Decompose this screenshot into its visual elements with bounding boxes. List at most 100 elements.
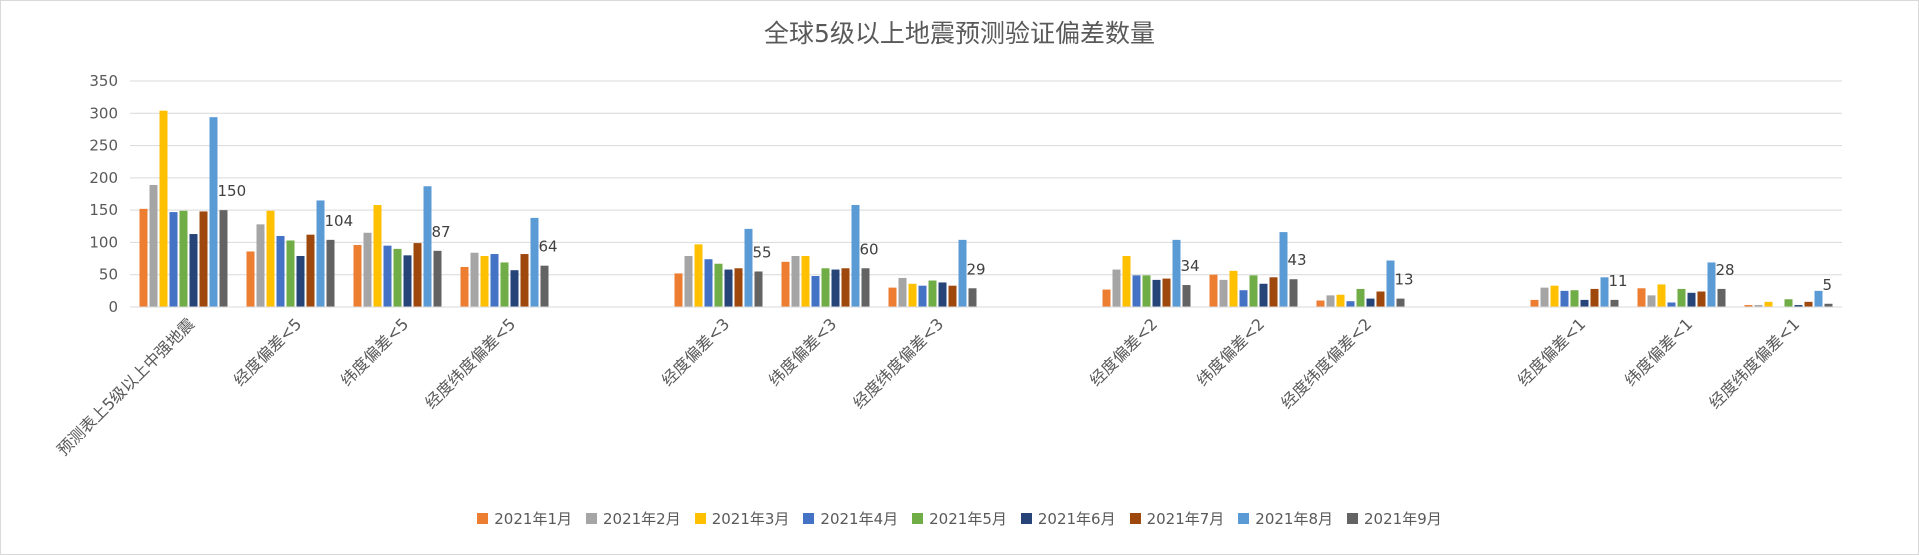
- bar: [1657, 284, 1666, 307]
- legend-label: 2021年4月: [820, 510, 899, 528]
- legend-item: 2021年5月: [912, 508, 1007, 529]
- bar: [704, 259, 713, 307]
- bar: [460, 266, 469, 307]
- bar: [1132, 275, 1141, 307]
- bar: [1346, 301, 1355, 307]
- legend-label: 2021年8月: [1255, 510, 1334, 528]
- bar: [694, 244, 703, 307]
- bar: [149, 184, 158, 307]
- bar: [373, 204, 382, 307]
- legend-label: 2021年9月: [1364, 510, 1442, 528]
- bar: [316, 200, 325, 307]
- data-label: 11: [1609, 272, 1628, 290]
- legend-swatch: [1020, 513, 1032, 524]
- bar: [1152, 279, 1161, 307]
- bar: [383, 245, 392, 307]
- bar: [296, 255, 305, 307]
- legend-swatch: [1129, 513, 1141, 524]
- bar: [1162, 278, 1171, 307]
- bar: [1386, 260, 1395, 307]
- bar: [246, 251, 255, 307]
- legend-swatch: [912, 513, 924, 524]
- legend-label: 2021年1月: [494, 510, 572, 528]
- bar: [714, 263, 723, 307]
- bar: [811, 276, 820, 307]
- bar: [958, 239, 967, 307]
- legend: 2021年1月 2021年2月 2021年3月 2021年4月 2021年5月 2021年…: [0, 508, 1919, 529]
- bar: [1530, 299, 1539, 307]
- bar: [306, 234, 315, 307]
- data-label: 104: [325, 212, 354, 230]
- bar: [801, 255, 810, 307]
- legend-swatch: [1347, 513, 1359, 524]
- bar: [781, 261, 790, 307]
- bar: [363, 232, 372, 307]
- bar: [1112, 269, 1121, 307]
- bar: [1336, 294, 1345, 307]
- bar: [1142, 275, 1151, 307]
- legend-label: 2021年7月: [1146, 510, 1225, 528]
- bar: [1707, 262, 1716, 307]
- bar: [918, 285, 927, 307]
- bar: [851, 204, 860, 307]
- bar: [433, 250, 442, 307]
- bar: [831, 269, 840, 307]
- bar: [1784, 299, 1793, 307]
- data-label: 28: [1716, 261, 1735, 279]
- bar: [353, 245, 362, 307]
- bar: [1560, 290, 1569, 307]
- x-category-label: 经度纬度偏差<3: [849, 314, 947, 412]
- bar: [1550, 285, 1559, 307]
- bar: [1794, 305, 1803, 307]
- x-category-label: 经度偏差<3: [658, 314, 733, 389]
- legend-label: 2021年3月: [711, 510, 790, 528]
- y-tick-label: 100: [89, 233, 118, 251]
- data-label: 5: [1823, 276, 1833, 294]
- bar: [276, 235, 285, 307]
- bar: [1824, 303, 1833, 307]
- bar: [286, 240, 295, 307]
- legend-item: 2021年8月: [1238, 508, 1333, 529]
- data-label: 29: [967, 260, 986, 278]
- x-category-label: 纬度偏差<1: [1621, 314, 1696, 389]
- bar: [908, 283, 917, 307]
- legend-item: 2021年9月: [1347, 508, 1442, 529]
- legend-swatch: [1238, 513, 1250, 524]
- x-category-label: 经度纬度偏差<2: [1277, 314, 1375, 412]
- bar: [1804, 301, 1813, 307]
- bar: [480, 255, 489, 307]
- bar: [1249, 275, 1258, 307]
- bar: [1259, 283, 1268, 307]
- bar: [724, 269, 733, 307]
- x-category-label: 预测表上5级以上中强地震: [53, 314, 198, 459]
- bar: [1697, 291, 1706, 307]
- legend-item: 2021年2月: [585, 508, 681, 529]
- x-category-label: 纬度偏差<2: [1193, 314, 1268, 389]
- bar: [530, 217, 539, 307]
- bar: [500, 262, 509, 307]
- y-tick-label: 50: [99, 266, 118, 284]
- data-label: 55: [753, 243, 772, 261]
- bar: [189, 234, 198, 307]
- y-tick-label: 250: [89, 137, 118, 155]
- bar: [821, 268, 830, 307]
- legend-label: 2021年6月: [1037, 510, 1116, 528]
- bar: [510, 270, 519, 307]
- bar: [841, 268, 850, 307]
- legend-swatch: [694, 513, 706, 524]
- legend-swatch: [477, 513, 489, 524]
- bar: [791, 255, 800, 307]
- bar: [1102, 289, 1111, 307]
- bar: [403, 255, 412, 307]
- x-category-label: 经度纬度偏差<5: [421, 314, 519, 412]
- bar: [1396, 298, 1405, 307]
- legend-label: 2021年2月: [602, 510, 681, 528]
- bar: [1667, 302, 1676, 307]
- bar: [1814, 290, 1823, 307]
- chart-title: 全球5级以上地震预测验证偏差数量: [764, 19, 1155, 48]
- bar: [1580, 299, 1589, 307]
- bar: [744, 228, 753, 307]
- y-tick-label: 150: [89, 201, 118, 219]
- x-category-label: 经度偏差<1: [1514, 314, 1589, 389]
- data-label: 64: [539, 238, 558, 256]
